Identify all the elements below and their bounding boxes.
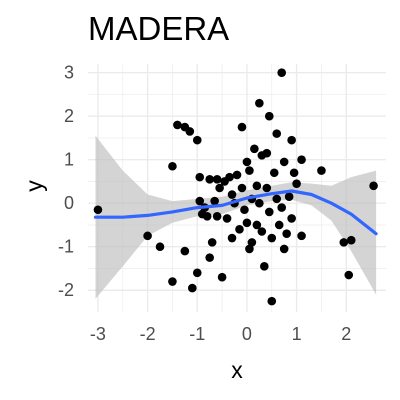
data-point [227, 233, 237, 243]
data-point [287, 214, 296, 223]
data-point [279, 244, 289, 254]
data-point [173, 120, 182, 130]
x-tick-label: 2 [341, 324, 351, 344]
y-tick-label: 3 [64, 63, 74, 83]
data-point [272, 129, 282, 138]
data-point [289, 168, 299, 178]
x-axis-title: x [231, 357, 243, 383]
data-point [252, 220, 262, 230]
data-point [212, 174, 222, 184]
points-layer [93, 68, 378, 306]
data-point [250, 144, 259, 154]
data-point [212, 211, 222, 221]
data-point [205, 174, 214, 184]
data-point [292, 179, 301, 188]
x-tick-label: 0 [242, 324, 252, 344]
data-point [227, 190, 237, 199]
y-tick-label: 1 [64, 150, 74, 170]
tick-labels: -3 -2 -1 0 1 2 -2 -1 0 1 2 3 [58, 63, 351, 344]
confidence-band-layer [95, 135, 377, 299]
data-point [195, 196, 205, 206]
x-tick-label: 1 [292, 324, 302, 344]
y-tick-label: 2 [64, 106, 74, 126]
x-tick-label: -3 [90, 324, 106, 344]
data-point [264, 207, 274, 217]
y-tick-label: -1 [58, 237, 74, 257]
data-point [222, 214, 232, 223]
data-point [192, 268, 202, 278]
data-point [207, 238, 217, 247]
data-point [297, 231, 306, 241]
y-axis-title: y [21, 180, 47, 192]
data-point [188, 283, 197, 293]
data-point [210, 196, 219, 206]
data-point [297, 155, 306, 165]
data-point [185, 127, 195, 136]
data-point [277, 203, 287, 212]
data-point [369, 181, 378, 191]
data-point [237, 122, 247, 132]
data-point [180, 246, 190, 256]
data-point [205, 253, 214, 262]
data-point [240, 205, 249, 215]
data-point [346, 235, 356, 245]
data-point [282, 229, 291, 238]
data-point [257, 227, 267, 236]
data-point [155, 242, 165, 252]
y-tick-label: 0 [64, 193, 74, 213]
data-point [225, 172, 234, 182]
data-point [262, 183, 272, 193]
data-point [260, 262, 269, 271]
data-point [264, 111, 274, 121]
smooth-line [93, 189, 378, 236]
x-tick-label: -2 [140, 324, 156, 344]
data-point [168, 277, 177, 286]
data-point [143, 231, 152, 241]
y-tick-label: -2 [58, 280, 74, 300]
data-point [93, 205, 103, 215]
data-point [168, 161, 177, 171]
data-point [287, 135, 296, 145]
data-point [267, 296, 277, 306]
data-point [192, 135, 202, 145]
data-point [272, 194, 282, 204]
data-point [277, 68, 287, 78]
data-point [202, 211, 212, 221]
data-point [255, 98, 264, 108]
data-point [344, 270, 354, 280]
data-point [232, 170, 242, 180]
data-point [215, 183, 224, 193]
x-tick-label: -1 [189, 324, 205, 344]
data-point [245, 244, 254, 254]
data-point [245, 166, 254, 175]
data-point [235, 225, 244, 234]
data-point [247, 238, 257, 247]
data-point [237, 183, 247, 193]
data-point [339, 238, 349, 247]
chart-title: MADERA [88, 10, 230, 47]
data-point [317, 166, 326, 175]
data-point [252, 181, 262, 191]
data-point [284, 192, 294, 202]
smooth-line-layer [93, 189, 378, 236]
data-point [242, 218, 252, 228]
confidence-band [95, 135, 377, 299]
data-point [262, 148, 272, 158]
data-point [274, 220, 284, 230]
data-point [255, 198, 264, 208]
data-point [269, 168, 279, 178]
data-point [267, 233, 277, 243]
data-point [242, 157, 252, 167]
data-point [195, 172, 205, 182]
data-point [279, 157, 289, 167]
data-point [217, 272, 227, 282]
